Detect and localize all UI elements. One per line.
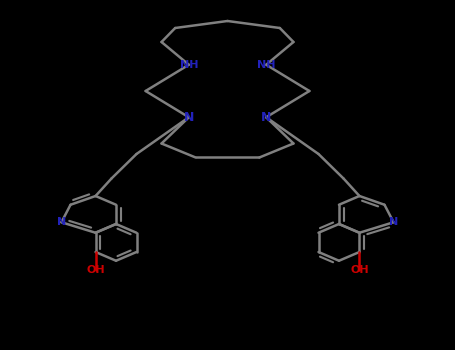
Text: OH: OH xyxy=(350,265,369,275)
Text: N: N xyxy=(57,217,66,227)
Text: NH: NH xyxy=(257,60,275,70)
Text: N: N xyxy=(389,217,398,227)
Text: OH: OH xyxy=(86,265,105,275)
Text: N: N xyxy=(261,111,271,124)
Text: N: N xyxy=(184,111,194,124)
Text: NH: NH xyxy=(180,60,198,70)
